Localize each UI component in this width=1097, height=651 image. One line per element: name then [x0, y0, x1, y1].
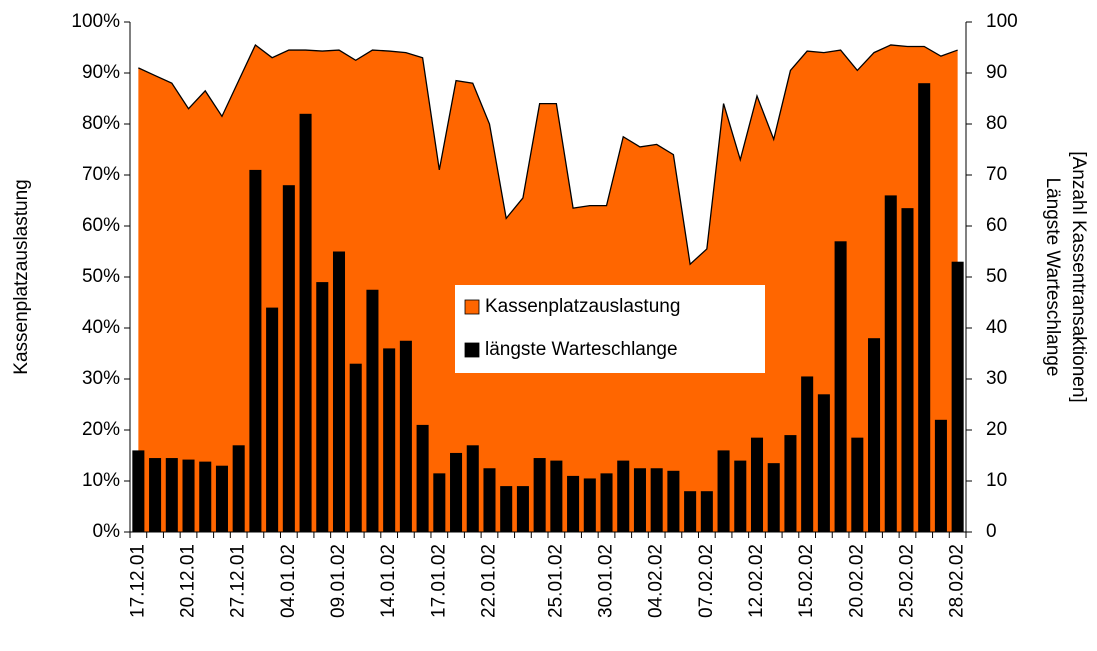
bar: [466, 445, 479, 532]
bar: [232, 445, 245, 532]
y2-tick-label: 100: [986, 11, 1018, 32]
y2-tick-label: 10: [986, 470, 1007, 491]
y-tick-label: 100%: [71, 11, 120, 32]
bar: [266, 307, 279, 532]
y-axis-title: Kassenplatzauslastung: [11, 179, 32, 374]
x-tick-label: 20.02.02: [846, 544, 867, 618]
legend-label: längste Warteschlange: [485, 339, 678, 360]
bar: [851, 437, 864, 532]
y2-axis-title: Längste Warteschlange: [1042, 178, 1063, 377]
bar: [784, 435, 797, 532]
x-tick-label: 20.12.01: [178, 544, 199, 618]
bar: [901, 208, 914, 532]
legend-swatch: [464, 299, 480, 315]
bar: [817, 394, 830, 532]
bar: [450, 452, 463, 532]
bar: [650, 468, 663, 532]
bar: [299, 113, 312, 533]
bar: [734, 460, 747, 532]
bar: [316, 282, 329, 532]
bar: [633, 468, 646, 532]
x-tick-label: 30.01.02: [596, 544, 617, 618]
bar: [416, 424, 429, 532]
bar: [750, 437, 764, 532]
bar: [617, 460, 630, 532]
bar: [567, 475, 580, 532]
bar: [249, 169, 262, 532]
bar: [700, 491, 713, 532]
x-tick-label: 25.02.02: [896, 544, 917, 618]
x-tick-label: 07.02.02: [696, 544, 717, 618]
x-tick-label: 17.12.01: [127, 544, 148, 618]
x-tick-label: 04.02.02: [646, 544, 667, 618]
bar: [583, 478, 596, 532]
bar: [199, 461, 212, 532]
y2-tick-label: 80: [986, 113, 1007, 134]
y-tick-label: 20%: [82, 419, 120, 440]
bar: [600, 473, 613, 532]
x-tick-label: 27.12.01: [228, 544, 249, 618]
bar: [182, 459, 195, 532]
bar: [383, 348, 396, 532]
x-tick-label: 25.01.02: [545, 544, 566, 618]
area-line: [138, 43, 958, 266]
y2-tick-label: 0: [986, 521, 997, 542]
y2-tick-label: 30: [986, 368, 1007, 389]
y2-tick-label: 50: [986, 266, 1007, 287]
bar: [934, 419, 947, 532]
bar: [533, 458, 546, 532]
bar: [366, 289, 379, 532]
bar: [868, 338, 881, 532]
y-tick-label: 30%: [82, 368, 120, 389]
bar: [215, 465, 228, 532]
y2-tick-label: 20: [986, 419, 1007, 440]
bar: [550, 460, 563, 532]
y2-tick-label: 60: [986, 215, 1007, 236]
bar: [500, 486, 513, 532]
bar: [951, 261, 964, 532]
bar: [165, 458, 178, 532]
y-tick-label: 60%: [82, 215, 120, 236]
bar: [717, 450, 730, 532]
bar: [834, 241, 847, 533]
bar: [767, 463, 780, 532]
x-tick-label: 22.01.02: [478, 544, 499, 618]
x-tick-label: 15.02.02: [796, 544, 817, 618]
bar: [483, 468, 496, 532]
x-tick-label: 12.02.02: [746, 544, 767, 618]
y-tick-label: 90%: [82, 62, 120, 83]
bar: [884, 195, 897, 532]
bar: [801, 376, 814, 532]
y-tick-label: 40%: [82, 317, 120, 338]
y-tick-label: 0%: [93, 521, 121, 542]
bar: [433, 473, 446, 532]
bar: [282, 185, 295, 532]
bar: [667, 470, 680, 532]
bar: [399, 340, 412, 532]
y-tick-label: 70%: [82, 164, 120, 185]
legend-label: Kassenplatzauslastung: [485, 296, 680, 317]
bar: [516, 486, 529, 532]
bar: [349, 363, 362, 532]
bar: [684, 491, 697, 532]
y2-tick-label: 40: [986, 317, 1007, 338]
bar: [918, 83, 931, 532]
x-tick-label: 09.01.02: [328, 544, 349, 618]
y-tick-label: 80%: [82, 113, 120, 134]
y2-tick-label: 70: [986, 164, 1007, 185]
x-tick-label: 28.02.02: [947, 544, 968, 618]
x-tick-label: 14.01.02: [378, 544, 399, 618]
x-tick-label: 17.01.02: [428, 544, 449, 618]
x-tick-label: 04.01.02: [278, 544, 299, 618]
legend-box: [455, 285, 765, 373]
y-tick-label: 10%: [82, 470, 120, 491]
y2-tick-label: 90: [986, 62, 1007, 83]
bar: [132, 450, 145, 532]
bar: [149, 458, 162, 532]
legend-swatch: [464, 342, 480, 358]
bar: [332, 251, 346, 532]
y2-axis-title: [Anzahl Kassentransaktionen]: [1068, 151, 1089, 402]
y-tick-label: 50%: [82, 266, 120, 287]
